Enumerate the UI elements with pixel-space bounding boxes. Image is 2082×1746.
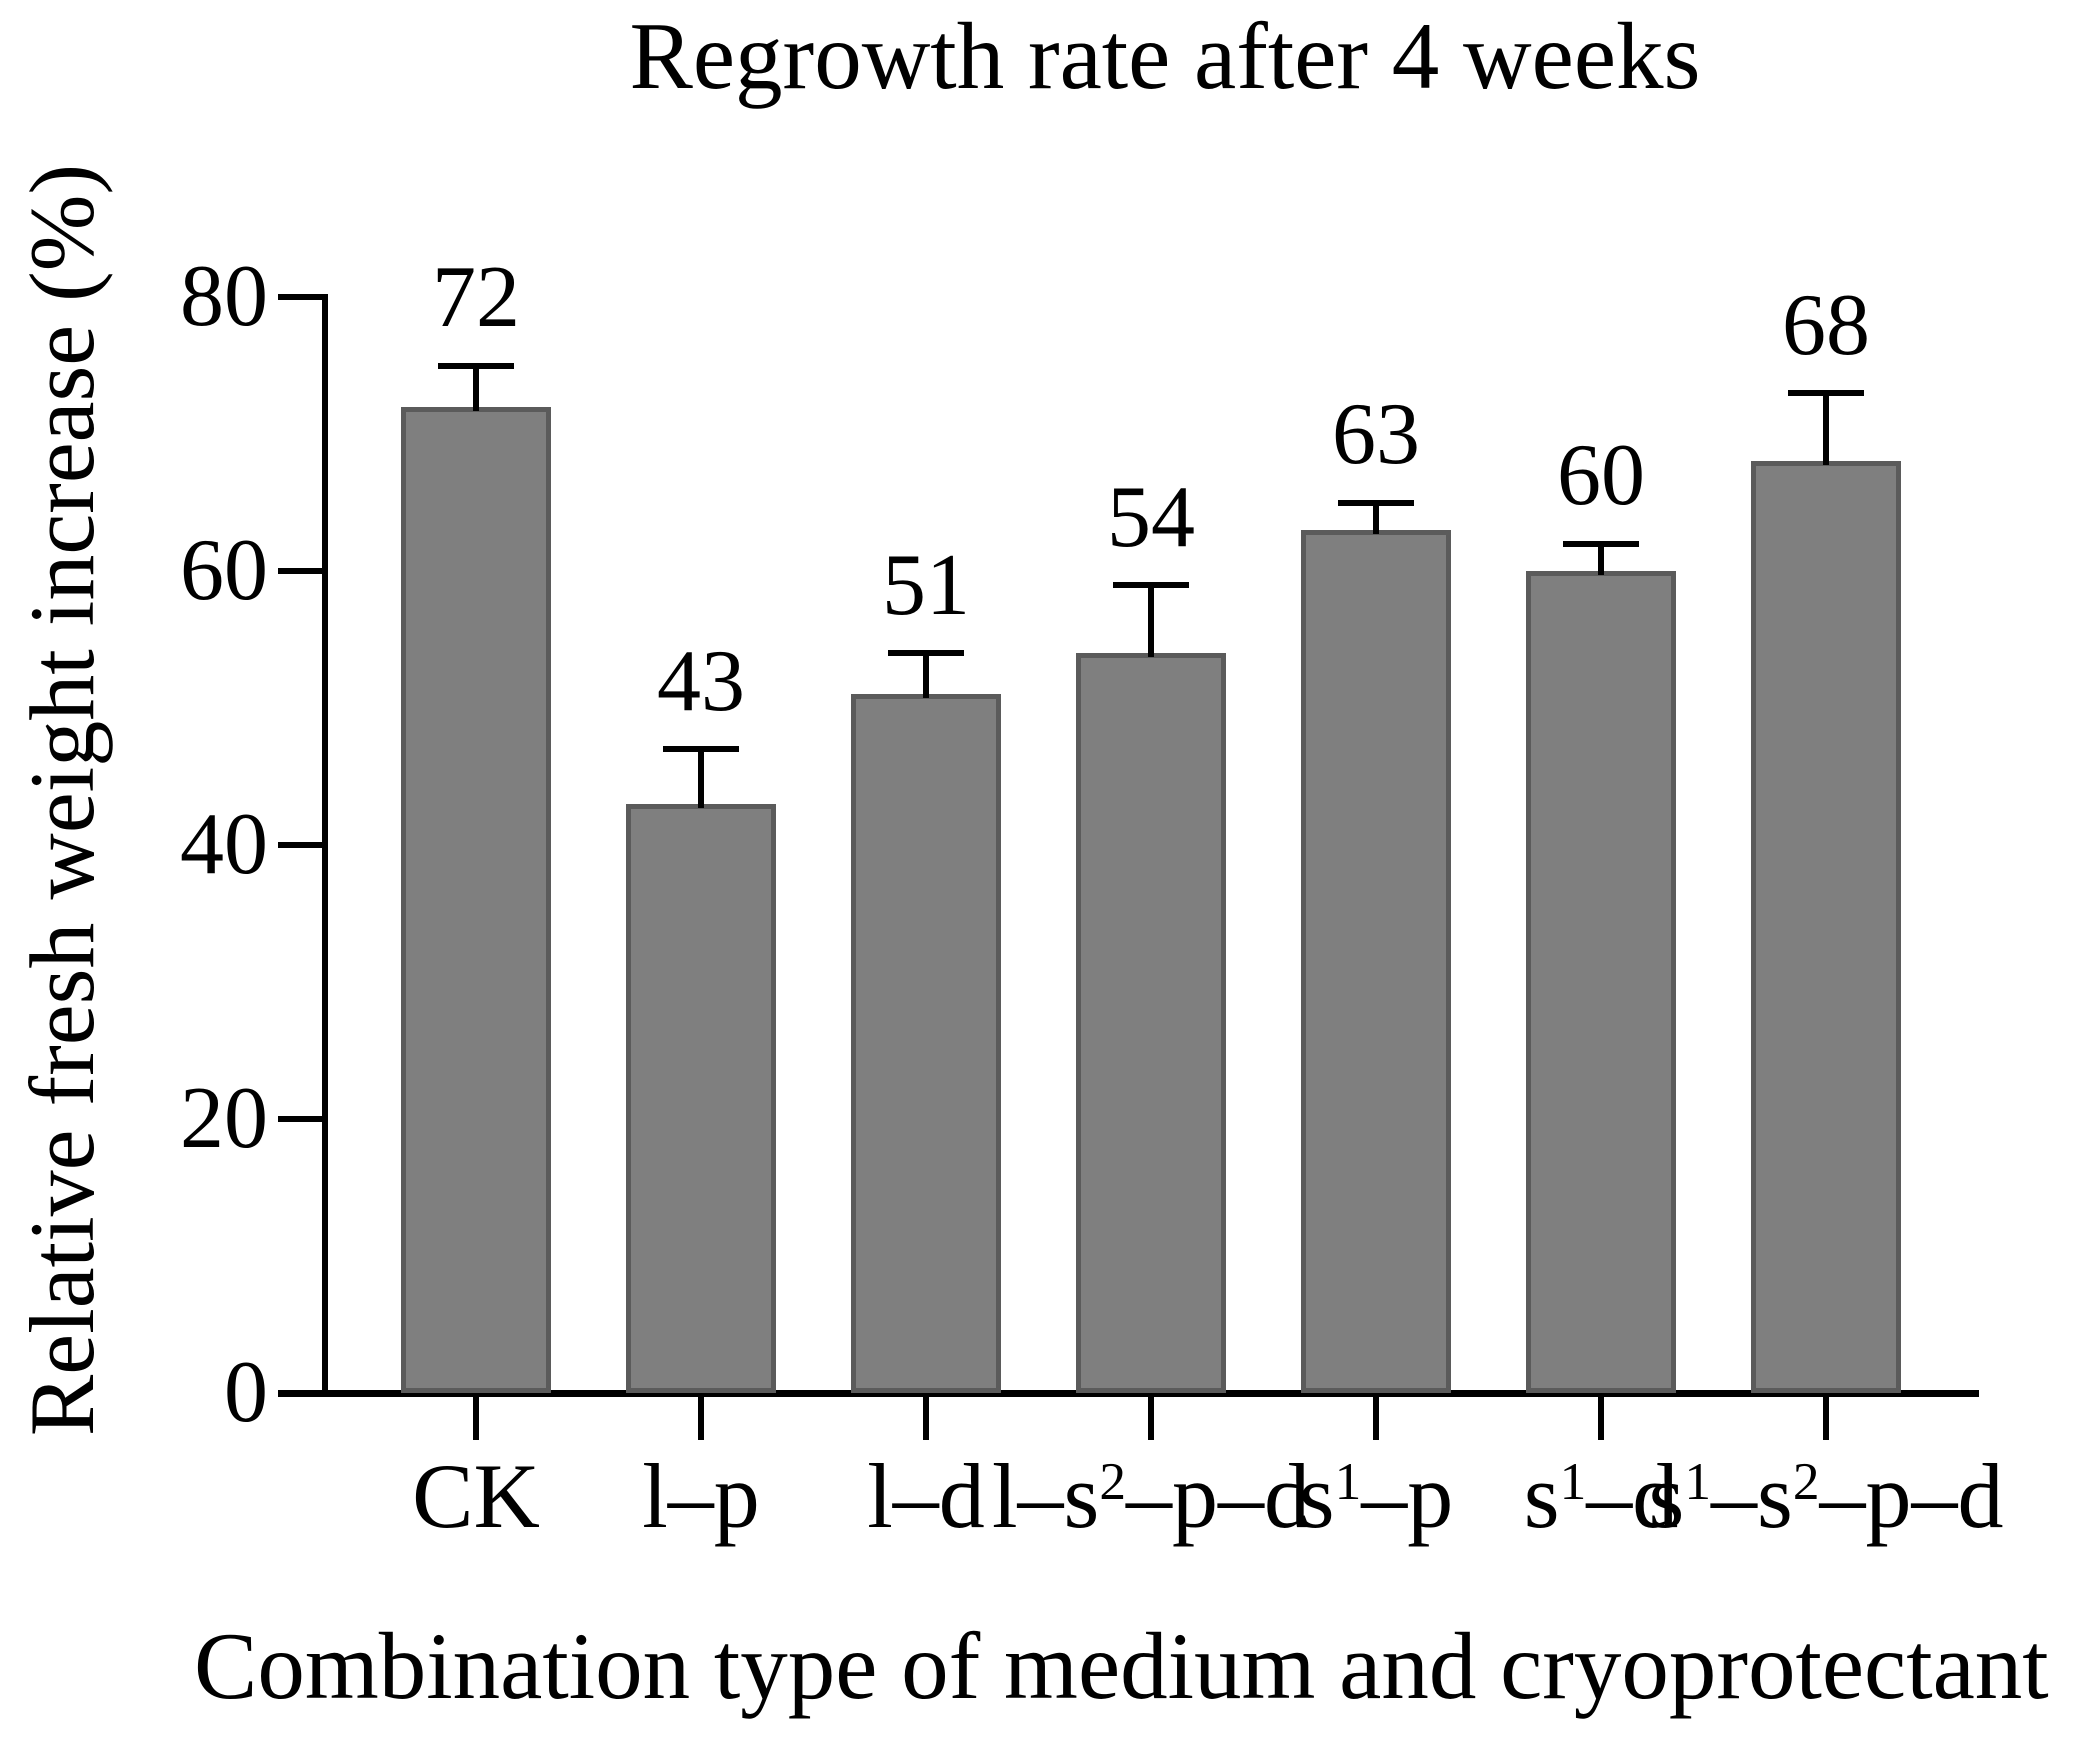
label-text: s (1523, 1445, 1560, 1547)
x-category-label: l–p (491, 1448, 911, 1545)
bar-value-label: 68 (1782, 276, 1870, 374)
label-text: s (1648, 1445, 1685, 1547)
x-axis-line (278, 1390, 1979, 1397)
label-text: l–s (991, 1445, 1100, 1547)
bar (851, 694, 1001, 1393)
bar (1076, 653, 1226, 1393)
x-category-label: l–s2–p–d (941, 1448, 1361, 1545)
bar-value-label: 54 (1107, 468, 1195, 566)
label-text: l–p (642, 1445, 760, 1547)
error-bar-cap (438, 362, 514, 369)
x-tick-mark (698, 1393, 704, 1440)
y-tick-label: 60 (180, 522, 268, 619)
label-text: –p–d (1819, 1445, 2004, 1547)
y-tick-label: 40 (180, 796, 268, 893)
error-bar-cap (1563, 540, 1639, 547)
bar-value-label: 60 (1557, 427, 1645, 525)
y-tick-mark (278, 568, 325, 574)
error-bar-stem (1148, 584, 1154, 658)
error-bar-cap (888, 650, 964, 657)
x-category-label: s1–d (1391, 1448, 1811, 1545)
superscript: 1 (1559, 1451, 1587, 1512)
label-text: –p (1361, 1445, 1454, 1547)
x-category-label: s1–p (1166, 1448, 1586, 1545)
error-bar-stem (923, 653, 929, 699)
error-bar-cap (1338, 499, 1414, 506)
y-tick-mark (278, 294, 325, 300)
superscript: 1 (1684, 1451, 1711, 1512)
bar (626, 803, 776, 1393)
label-text: l–d (867, 1445, 985, 1547)
x-axis-title: Combination type of medium and cryoprote… (194, 1613, 2049, 1719)
bar-value-label: 51 (882, 537, 970, 634)
label-text: CK (412, 1445, 540, 1547)
label-text: –d (1586, 1445, 1679, 1547)
x-tick-mark (1148, 1393, 1154, 1440)
error-bar-stem (698, 749, 704, 808)
x-tick-mark (1823, 1393, 1829, 1440)
x-category-label: l–d (716, 1448, 1136, 1545)
error-bar-stem (473, 365, 479, 411)
x-tick-mark (923, 1393, 929, 1440)
y-tick-mark (278, 842, 325, 848)
y-tick-label: 0 (224, 1344, 268, 1441)
x-tick-mark (1598, 1393, 1604, 1440)
bar (1301, 529, 1451, 1393)
bar (1526, 571, 1676, 1393)
superscript: 1 (1334, 1451, 1362, 1512)
x-category-label: s1–s2–p–d (1616, 1448, 2036, 1545)
x-tick-mark (473, 1393, 479, 1440)
x-category-label: CK (266, 1448, 686, 1545)
error-bar-cap (663, 746, 739, 753)
bar (1751, 461, 1901, 1393)
bar-value-label: 72 (432, 249, 520, 347)
label-text: s (1298, 1445, 1335, 1547)
error-bar-stem (1373, 502, 1379, 534)
y-axis-line (322, 294, 328, 1396)
bar (401, 406, 551, 1393)
y-tick-label: 80 (180, 248, 268, 345)
error-bar-cap (1113, 581, 1189, 588)
bar-value-label: 43 (657, 632, 745, 730)
label-text: –p–d (1126, 1445, 1311, 1547)
y-tick-label: 20 (180, 1070, 268, 1167)
error-bar-cap (1788, 389, 1864, 396)
error-bar-stem (1598, 543, 1604, 575)
chart-title: Regrowth rate after 4 weeks (629, 3, 1701, 109)
bar-value-label: 63 (1332, 386, 1420, 484)
y-tick-mark (278, 1116, 325, 1122)
superscript: 2 (1099, 1451, 1127, 1512)
x-tick-mark (1373, 1393, 1379, 1440)
superscript: 2 (1792, 1451, 1820, 1512)
label-text: –s (1711, 1445, 1793, 1547)
error-bar-stem (1823, 392, 1829, 466)
